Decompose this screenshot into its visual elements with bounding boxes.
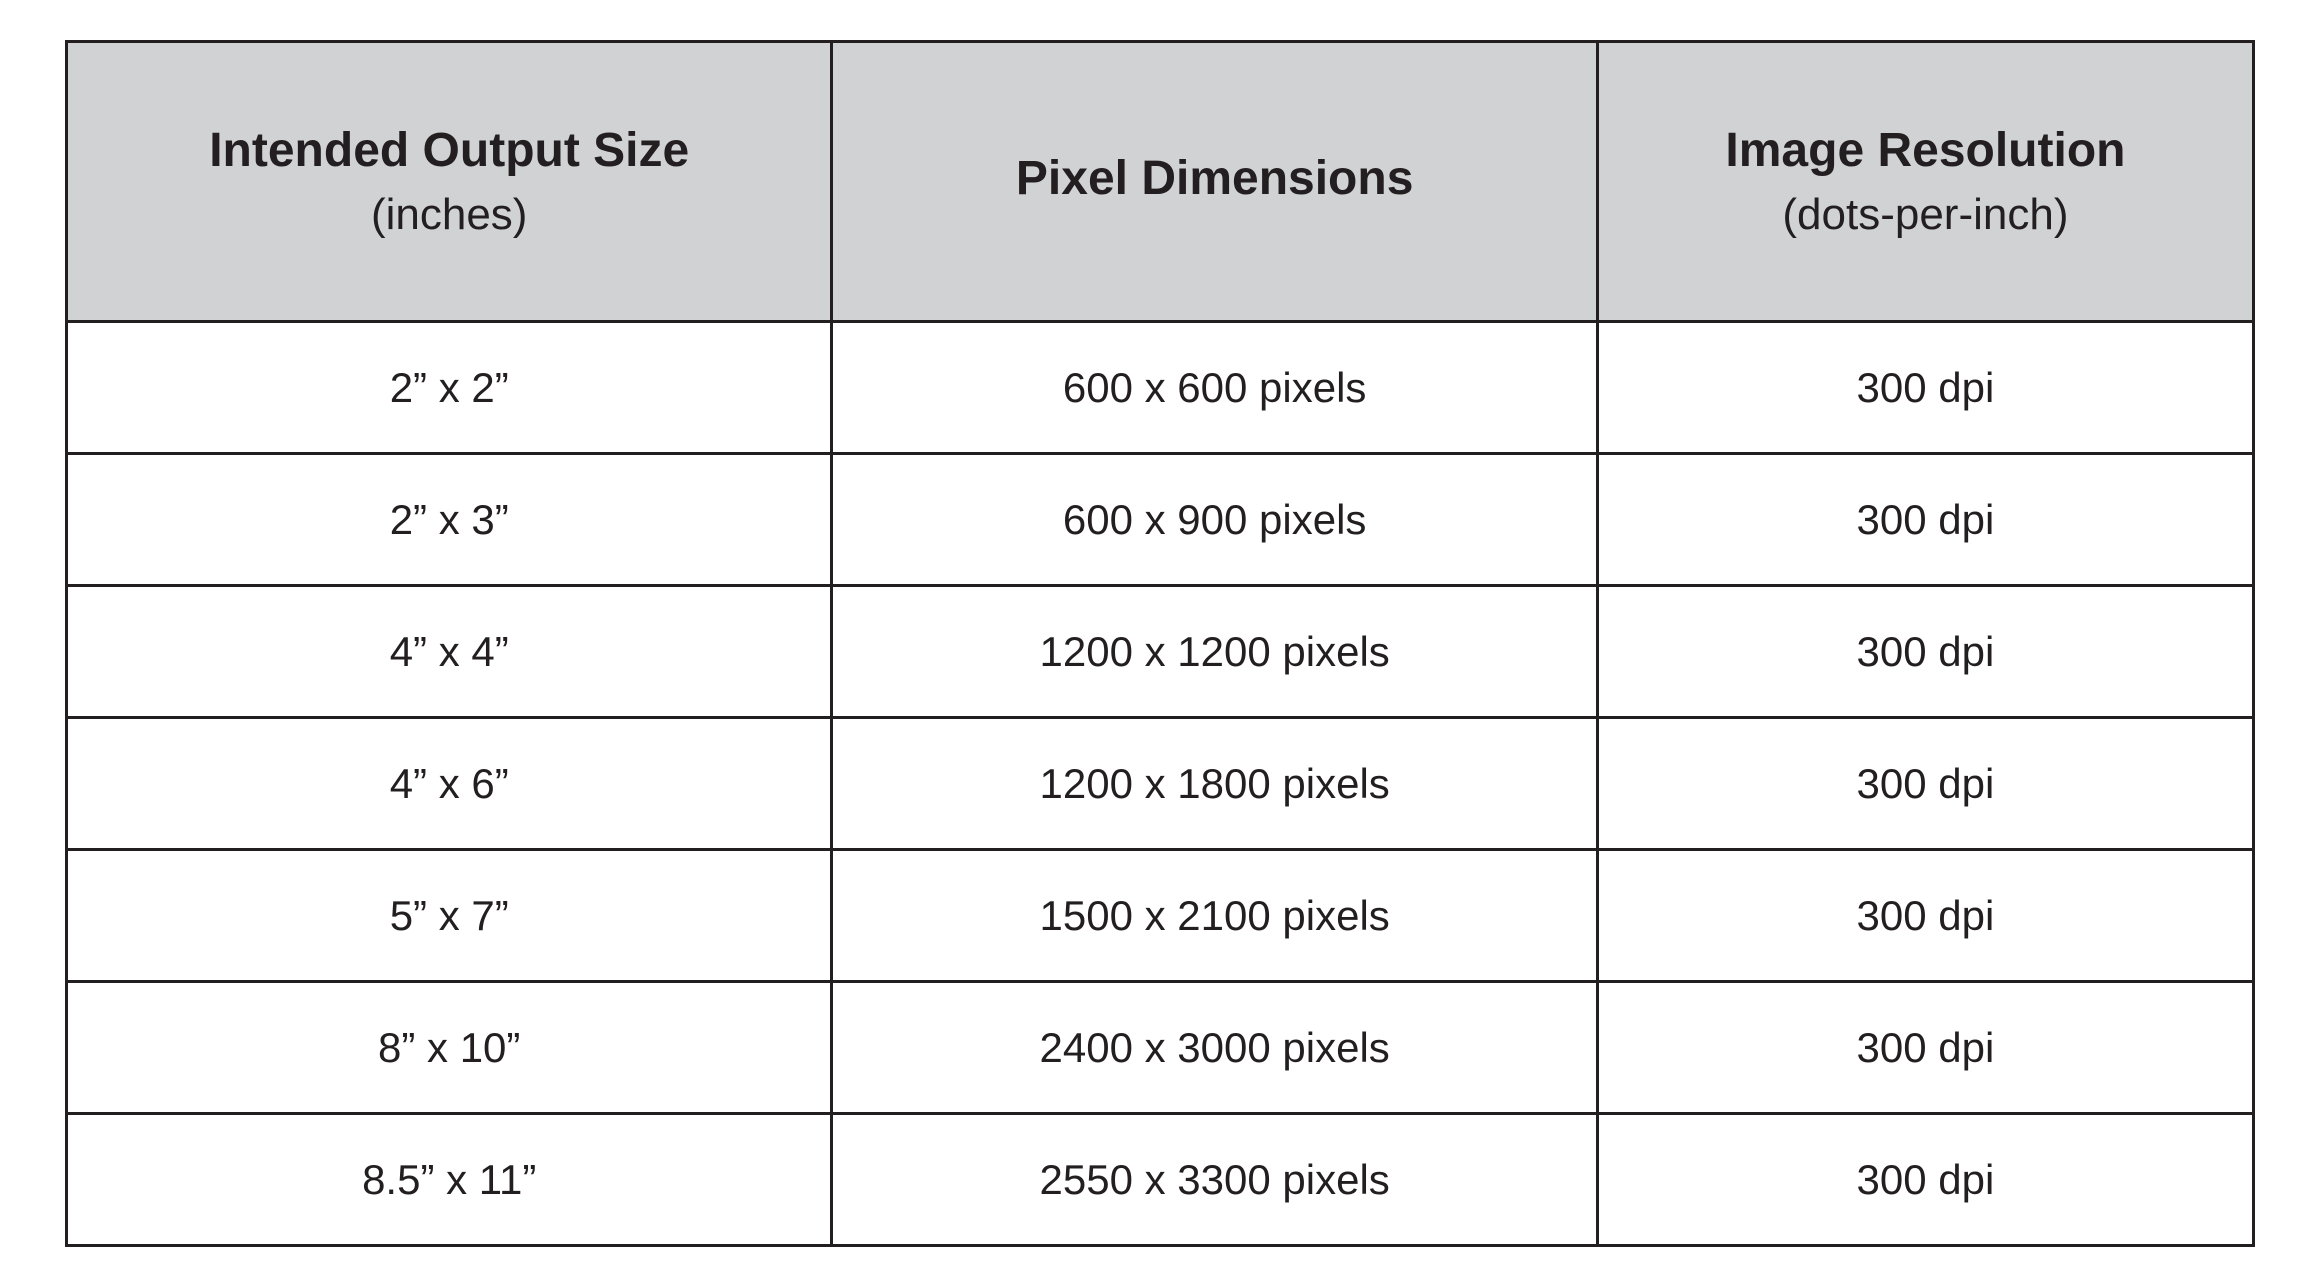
cell-pixel-dimensions: 1500 x 2100 pixels [832,850,1597,982]
cell-image-resolution: 300 dpi [1597,982,2253,1114]
cell-pixel-dimensions: 1200 x 1800 pixels [832,718,1597,850]
image-resolution-table: Intended Output Size (inches) Pixel Dime… [65,40,2255,1247]
cell-output-size: 8” x 10” [67,982,832,1114]
cell-pixel-dimensions: 2550 x 3300 pixels [832,1114,1597,1246]
header-image-resolution-subtitle: (dots-per-inch) [1619,186,2232,243]
cell-output-size: 8.5” x 11” [67,1114,832,1246]
cell-pixel-dimensions: 2400 x 3000 pixels [832,982,1597,1114]
table-row: 2” x 3” 600 x 900 pixels 300 dpi [67,454,2254,586]
table-row: 8.5” x 11” 2550 x 3300 pixels 300 dpi [67,1114,2254,1246]
table-header-row: Intended Output Size (inches) Pixel Dime… [67,42,2254,322]
cell-output-size: 4” x 6” [67,718,832,850]
cell-image-resolution: 300 dpi [1597,718,2253,850]
header-image-resolution-title: Image Resolution [1619,120,2232,182]
table-row: 8” x 10” 2400 x 3000 pixels 300 dpi [67,982,2254,1114]
cell-pixel-dimensions: 1200 x 1200 pixels [832,586,1597,718]
table-row: 2” x 2” 600 x 600 pixels 300 dpi [67,322,2254,454]
header-pixel-dimensions: Pixel Dimensions [832,42,1597,322]
header-pixel-dimensions-title: Pixel Dimensions [853,148,1575,210]
header-output-size-subtitle: (inches) [88,186,810,243]
cell-output-size: 5” x 7” [67,850,832,982]
cell-output-size: 4” x 4” [67,586,832,718]
cell-pixel-dimensions: 600 x 600 pixels [832,322,1597,454]
cell-pixel-dimensions: 600 x 900 pixels [832,454,1597,586]
cell-image-resolution: 300 dpi [1597,454,2253,586]
cell-image-resolution: 300 dpi [1597,586,2253,718]
table-row: 4” x 6” 1200 x 1800 pixels 300 dpi [67,718,2254,850]
header-output-size-title: Intended Output Size [88,120,810,182]
table-row: 4” x 4” 1200 x 1200 pixels 300 dpi [67,586,2254,718]
cell-image-resolution: 300 dpi [1597,850,2253,982]
cell-image-resolution: 300 dpi [1597,1114,2253,1246]
header-image-resolution: Image Resolution (dots-per-inch) [1597,42,2253,322]
cell-output-size: 2” x 3” [67,454,832,586]
cell-image-resolution: 300 dpi [1597,322,2253,454]
cell-output-size: 2” x 2” [67,322,832,454]
header-output-size: Intended Output Size (inches) [67,42,832,322]
table-row: 5” x 7” 1500 x 2100 pixels 300 dpi [67,850,2254,982]
